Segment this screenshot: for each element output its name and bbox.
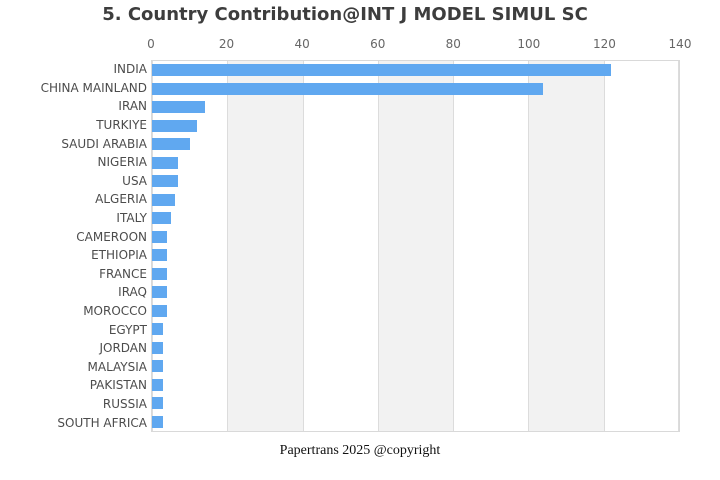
gridline [453, 61, 455, 431]
y-axis-label: ETHIOPIA [91, 248, 147, 263]
bar-usa [152, 175, 179, 188]
gridline [377, 61, 379, 431]
copyright-footer: Papertrans 2025 @copyright [279, 443, 441, 458]
y-axis: INDIA CHINA MAINLAND IRAN TURKIYE SAUDI ARAB… [0, 60, 147, 432]
x-axis-tick-label: 60 [370, 37, 386, 51]
x-axis-tick-label: 100 [517, 37, 541, 51]
y-axis-label: SOUTH AFRICA [57, 415, 147, 430]
gridline [302, 61, 304, 431]
y-axis-label: SAUDI ARABIA [61, 136, 147, 151]
y-axis-label: IRAN [118, 99, 147, 114]
y-axis-label: FRANCE [99, 266, 147, 281]
bar-row [152, 246, 679, 265]
gridline [152, 61, 153, 431]
bar-pakistan [152, 378, 164, 391]
x-axis-tick-label: 120 [592, 37, 616, 51]
x-axis-tick-label: 140 [668, 37, 692, 51]
background-stripe [227, 61, 303, 431]
y-axis-label: MOROCCO [83, 304, 147, 319]
gridline [678, 61, 679, 431]
gridline [528, 61, 530, 431]
y-axis-label: ALGERIA [95, 192, 147, 207]
x-axis-tick-label: 20 [218, 37, 235, 51]
background-stripe [377, 61, 454, 431]
bar-morocco [152, 304, 168, 317]
bar-jordan [152, 341, 164, 354]
x-axis: 0 20 40 60 80 100 120 140 [147, 37, 691, 52]
bar-row [152, 209, 679, 228]
bar-row [152, 191, 679, 210]
gridline [603, 61, 605, 431]
bar-row [152, 320, 679, 339]
bar-row [152, 117, 679, 136]
x-axis-tick-label: 80 [445, 37, 461, 51]
y-axis-label: CAMEROON [76, 229, 147, 244]
plot-area [151, 60, 680, 432]
bar-algeria [152, 193, 175, 206]
y-axis-label: MALAYSIA [87, 359, 148, 374]
bar-row [152, 98, 679, 117]
y-axis-label: INDIA [113, 62, 147, 77]
bar-south-africa [152, 415, 164, 428]
y-axis-label: USA [122, 173, 147, 188]
y-axis-label: TURKIYE [96, 118, 147, 133]
bar-row [152, 376, 679, 395]
bar-egypt [152, 323, 164, 336]
y-axis-label: ITALY [116, 211, 147, 226]
bar-row [152, 394, 679, 413]
bar-china-mainland [152, 82, 544, 95]
bar-row [152, 154, 679, 173]
bar-row [152, 302, 679, 321]
bar-iraq [152, 286, 168, 299]
bar-saudi-arabia [152, 138, 190, 151]
bar-row [152, 135, 679, 154]
background-stripe [528, 61, 604, 431]
bar-india [152, 64, 612, 77]
y-axis-label: CHINA MAINLAND [40, 80, 147, 95]
y-axis-label: PAKISTAN [89, 378, 147, 393]
y-axis-label: RUSSIA [102, 397, 147, 412]
bar-turkiye [152, 119, 198, 132]
bar-row [152, 80, 679, 99]
x-axis-tick-label: 40 [294, 37, 310, 51]
bar-ethiopia [152, 249, 168, 262]
bar-italy [152, 212, 171, 225]
chart-title: 5. Country Contribution@INT J MODEL SIMU… [102, 4, 588, 25]
bar-france [152, 267, 168, 280]
y-axis-label: NIGERIA [97, 155, 147, 170]
bar-row [152, 357, 679, 376]
y-axis-label: EGYPT [108, 322, 147, 337]
bar-iran [152, 101, 205, 114]
bar-cameroon [152, 230, 168, 243]
gridline [227, 61, 229, 431]
bar-malaysia [152, 360, 164, 373]
bar-row [152, 413, 679, 432]
bar-row [152, 283, 679, 302]
bar-row [152, 228, 679, 247]
bar-row [152, 61, 679, 80]
bar-row [152, 172, 679, 191]
bar-nigeria [152, 156, 179, 169]
bar-russia [152, 397, 164, 410]
y-axis-label: IRAQ [118, 285, 147, 300]
y-axis-label: JORDAN [99, 341, 147, 356]
x-axis-tick-label: 0 [147, 37, 155, 51]
bar-row [152, 339, 679, 358]
bar-row [152, 265, 679, 284]
